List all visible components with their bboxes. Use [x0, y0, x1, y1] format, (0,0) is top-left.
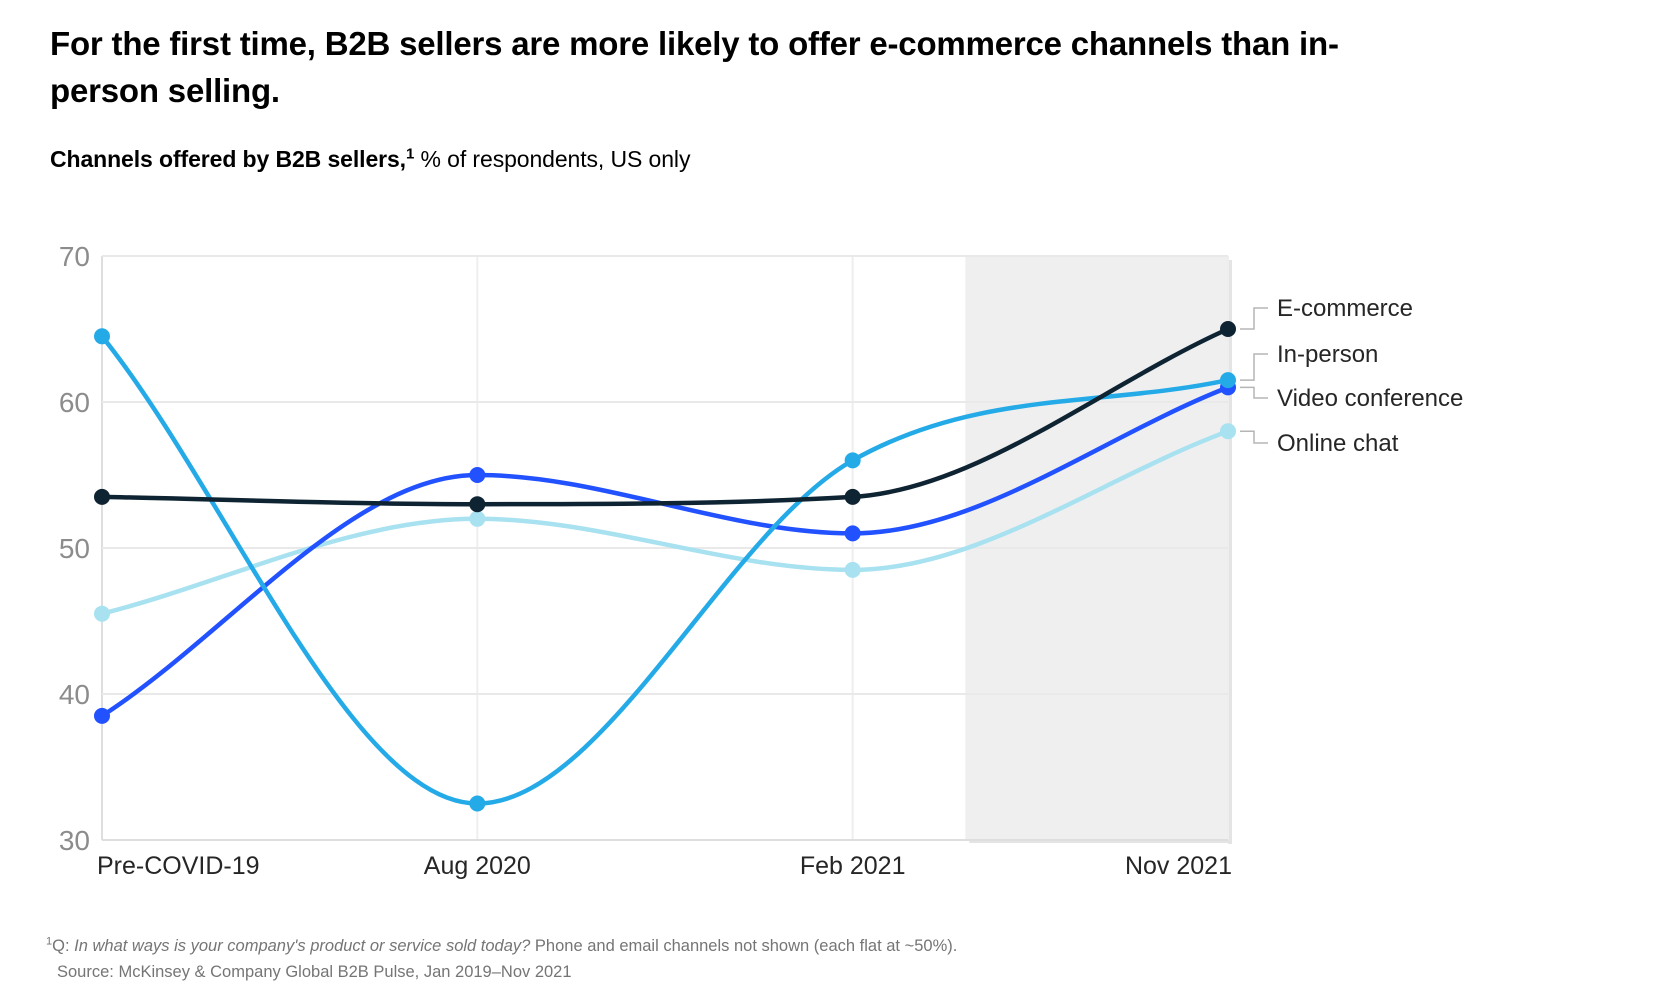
highlight-band-shadow-bottom: [969, 840, 1232, 843]
series-line-online-chat: [99, 428, 1231, 616]
chart-subtitle: Channels offered by B2B sellers,1 % of r…: [50, 146, 690, 173]
data-point-e-commerce-pre-covid-19: [94, 488, 110, 505]
x-tick-label: Feb 2021: [800, 852, 906, 880]
legend-connector-online-chat: [1240, 430, 1268, 444]
x-tick-label: Pre-COVID-19: [97, 852, 260, 880]
data-point-e-commerce-feb-2021: [844, 488, 861, 505]
data-point-in-person-pre-covid-19: [94, 328, 110, 345]
footnote-source: Source: McKinsey & Company Global B2B Pu…: [57, 963, 572, 981]
footnote-question: 1Q: In what ways is your company's produ…: [46, 933, 957, 959]
x-tick-label: Aug 2020: [424, 852, 531, 880]
data-point-e-commerce-nov-2021: [1220, 321, 1236, 337]
legend-connector-video-conference: [1240, 386, 1268, 399]
footnote-note: Phone and email channels not shown (each…: [530, 937, 958, 955]
y-tick-label: 30: [59, 825, 90, 856]
legend-connector-in-person: [1240, 353, 1268, 381]
data-point-online-chat-feb-2021: [844, 561, 861, 578]
legend-label-in-person: In-person: [1277, 341, 1378, 368]
data-point-video-conference-feb-2021: [844, 525, 861, 542]
legend-connector-e-commerce: [1240, 307, 1268, 330]
data-point-online-chat-nov-2021: [1220, 423, 1236, 440]
x-tick-label: Nov 2021: [1125, 852, 1232, 880]
y-tick-label: 70: [59, 241, 90, 272]
series-line-in-person: [99, 334, 1231, 806]
legend-label-online-chat: Online chat: [1277, 430, 1399, 457]
legend-label-e-commerce: E-commerce: [1277, 295, 1413, 322]
footnote-marker: 1: [46, 935, 53, 948]
data-point-online-chat-aug-2020: [469, 510, 486, 527]
data-point-in-person-aug-2020: [469, 795, 486, 812]
subtitle-footnote-marker: 1: [405, 145, 415, 163]
series-line-e-commerce: [99, 326, 1231, 507]
footnote-question-italic: In what ways is your company's product o…: [74, 937, 531, 955]
data-point-video-conference-aug-2020: [469, 467, 486, 483]
data-point-in-person-nov-2021: [1220, 372, 1236, 389]
y-tick-label: 40: [59, 679, 90, 710]
data-point-online-chat-pre-covid-19: [94, 605, 110, 622]
legend-label-video-conference: Video conference: [1277, 385, 1463, 412]
subtitle-units: % of respondents, US only: [414, 146, 691, 172]
y-tick-label: 50: [59, 533, 90, 564]
y-tick-label: 60: [59, 387, 90, 418]
subtitle-bold: Channels offered by B2B sellers,: [50, 146, 406, 172]
data-point-in-person-feb-2021: [844, 452, 861, 469]
footnote: 1Q: In what ways is your company's produ…: [46, 933, 957, 985]
chart-title: For the first time, B2B sellers are more…: [50, 25, 1339, 109]
data-point-e-commerce-aug-2020: [469, 496, 486, 513]
footnote-q-prefix: Q:: [52, 937, 75, 955]
highlight-band-shadow-right: [1228, 260, 1232, 844]
data-point-video-conference-pre-covid-19: [94, 707, 110, 724]
